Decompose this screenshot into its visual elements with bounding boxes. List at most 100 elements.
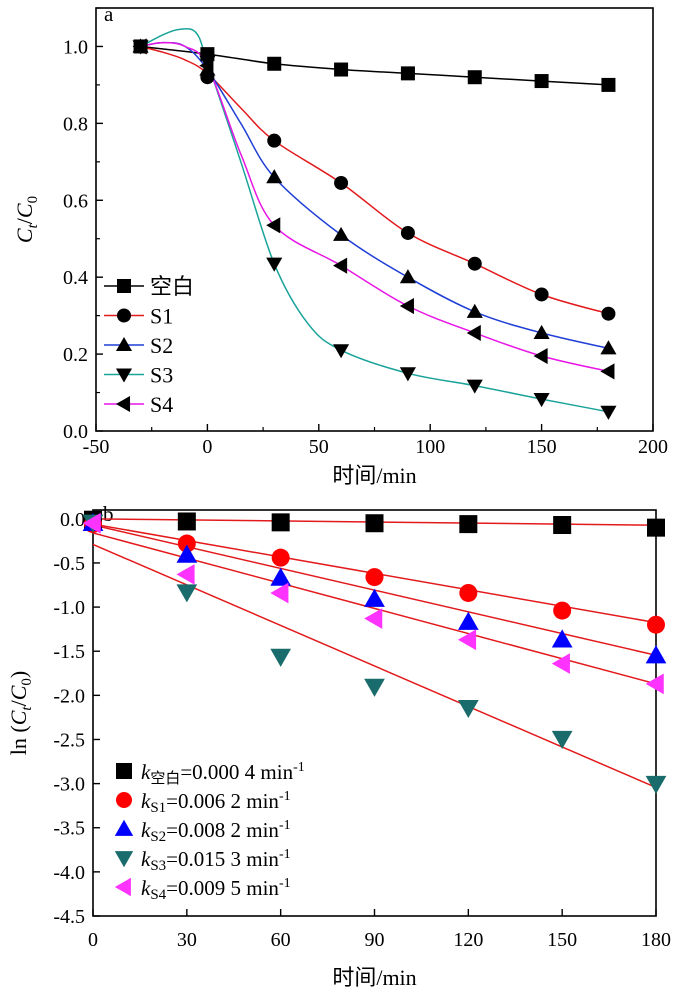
legend-value: =0.009 5 min (166, 876, 279, 900)
legend-label-b-4: kS4=0.009 5 min-1 (141, 876, 291, 903)
legend-subscript: S3 (150, 858, 166, 874)
ylabel-slash: / (12, 217, 37, 224)
data-point-b-4 (176, 564, 195, 585)
data-point-a-0 (334, 62, 349, 77)
y-axis-label-b: ln (Ct/C0) (6, 671, 35, 755)
data-point-b-3 (270, 648, 292, 667)
ylabel-sub-0: 0 (25, 196, 41, 204)
ylabel-suffix: ) (6, 671, 31, 678)
data-point-b-1 (365, 568, 384, 587)
y-tick-label-a: 0.2 (63, 344, 88, 366)
y-tick-label-a: 0.4 (63, 267, 88, 289)
legend-label-a-1: S1 (150, 304, 173, 329)
data-point-b-3 (551, 730, 573, 749)
data-point-a-2 (466, 303, 483, 318)
legend-marker-b-2 (114, 819, 134, 836)
data-point-a-2 (399, 269, 416, 284)
data-point-a-3 (266, 257, 283, 272)
legend-subscript: S2 (150, 829, 166, 845)
legend-marker-a-0 (117, 279, 131, 293)
data-point-a-3 (333, 344, 350, 359)
data-point-a-4 (399, 297, 414, 315)
y-tick-label-a: 0.8 (63, 113, 88, 135)
data-point-b-1 (459, 583, 478, 602)
y-tick-label-a: 0.6 (63, 190, 88, 212)
ylabel-base: C (6, 710, 31, 725)
x-tick-label-a: 200 (638, 436, 668, 458)
x-tick-label-b: 30 (177, 929, 197, 951)
legend-marker-a-1 (117, 308, 131, 323)
legend-k: k (141, 847, 151, 871)
ylabel-sub-t: t (19, 706, 35, 711)
data-point-a-1 (267, 133, 282, 148)
data-point-a-0 (601, 77, 616, 92)
panel-label-b: b (103, 502, 114, 526)
x-tick-label-a: -50 (83, 436, 110, 458)
series-line-a-1 (140, 45, 609, 315)
data-point-a-4 (266, 217, 281, 234)
legend-exponent: -1 (293, 760, 305, 775)
data-point-a-3 (399, 367, 416, 382)
legend-k: k (141, 760, 151, 784)
y-tick-label-b: -4.0 (53, 862, 85, 884)
data-point-a-2 (333, 226, 350, 241)
data-point-b-2 (457, 611, 479, 630)
legend-exponent: -1 (279, 818, 291, 833)
data-point-b-0 (177, 512, 196, 531)
legend-label-a-4: S4 (150, 392, 173, 417)
data-point-b-4 (82, 512, 101, 534)
series-line-a-4 (140, 41, 609, 373)
x-tick-label-b: 90 (365, 929, 385, 951)
legend-value: =0.008 2 min (166, 818, 279, 842)
data-point-a-0 (467, 70, 482, 85)
legend-value: =0.000 4 min (180, 760, 293, 784)
data-point-a-0 (400, 66, 415, 81)
data-point-b-2 (270, 567, 292, 586)
ylabel-base: C (12, 203, 37, 218)
data-point-b-3 (645, 775, 667, 794)
x-tick-label-a: 50 (309, 436, 329, 458)
ylabel-base: C (6, 685, 31, 700)
data-point-b-4 (457, 629, 477, 651)
data-point-a-1 (467, 256, 482, 271)
data-point-a-4 (466, 324, 481, 341)
data-point-a-2 (600, 340, 617, 355)
data-point-a-3 (466, 379, 483, 394)
y-tick-label-b: -3.5 (53, 818, 85, 840)
legend-marker-a-4 (115, 395, 131, 413)
legend-exponent: -1 (279, 789, 291, 804)
x-tick-label-b: 0 (88, 929, 98, 951)
chart-b: 0 30 60 90 120 150 180 0.0 -0.5 -1.0 -1.5 -2.0 -2.5 -… (6, 502, 671, 990)
legend-label-b-3: kS3=0.015 3 min-1 (141, 847, 291, 874)
data-point-a-3 (533, 393, 550, 408)
data-point-a-4 (333, 257, 348, 274)
x-tick-label-b: 60 (271, 929, 291, 951)
legend-marker-b-1 (116, 792, 132, 808)
data-point-a-2 (533, 324, 550, 339)
legend-subscript: S4 (150, 887, 166, 903)
legend-label-a-0: 空白 (150, 274, 194, 299)
data-point-b-3 (457, 699, 479, 719)
legend-label-a-3: S3 (150, 363, 173, 388)
data-point-a-3 (600, 405, 617, 420)
y-tick-label-b: -2.5 (53, 729, 85, 751)
legend-label-b-1: kS1=0.006 2 min-1 (141, 789, 291, 816)
data-point-a-4 (132, 38, 147, 55)
panel-label-a: a (104, 2, 114, 26)
data-point-a-1 (534, 287, 549, 302)
ylabel-sub-0: 0 (19, 678, 35, 686)
ylabel-sub-t: t (25, 223, 41, 228)
data-point-b-0 (271, 513, 290, 532)
legend-label-b-2: kS2=0.008 2 min-1 (141, 818, 291, 845)
legend-label-b-0: k空白=0.000 4 min-1 (141, 760, 305, 787)
data-point-b-1 (271, 548, 290, 567)
data-point-a-4 (600, 363, 615, 380)
y-tick-label-b: -2.0 (53, 685, 85, 707)
legend-k: k (141, 876, 151, 900)
data-point-b-3 (176, 584, 198, 603)
y-tick-label-a: 0.0 (63, 421, 88, 443)
legend-subscript: 空白 (150, 770, 180, 787)
legend-marker-b-4 (114, 877, 131, 897)
data-point-b-1 (177, 534, 196, 553)
